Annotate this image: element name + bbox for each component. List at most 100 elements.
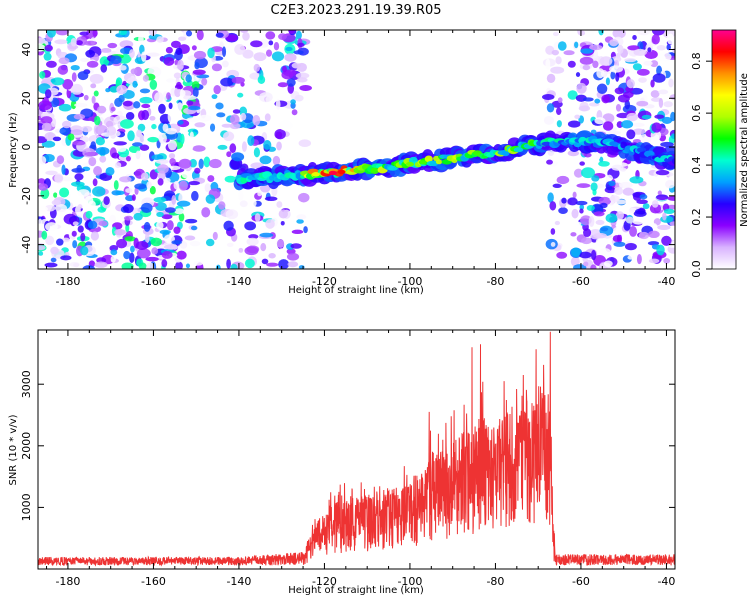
noise-blob xyxy=(286,78,296,87)
x-tick-label: -160 xyxy=(141,275,166,288)
colorbar-tick-label: 0.6 xyxy=(690,104,703,122)
noise-blob xyxy=(173,180,180,190)
noise-blob xyxy=(176,81,182,90)
noise-blob xyxy=(140,51,147,62)
noise-blob xyxy=(57,65,69,75)
noise-blob xyxy=(573,168,584,178)
noise-blob xyxy=(133,101,141,109)
noise-blob xyxy=(164,207,176,213)
noise-blob xyxy=(278,33,287,40)
noise-blob xyxy=(190,225,198,231)
noise-blob xyxy=(207,47,215,59)
noise-blob xyxy=(547,192,554,203)
noise-blob xyxy=(213,85,221,95)
noise-blob xyxy=(125,223,130,233)
noise-blob xyxy=(81,125,93,133)
noise-blob xyxy=(651,200,659,208)
noise-blob xyxy=(254,213,261,222)
noise-blob xyxy=(186,100,194,106)
noise-blob xyxy=(234,44,246,55)
noise-blob xyxy=(53,192,58,198)
noise-blob xyxy=(246,198,257,208)
noise-blob xyxy=(658,89,669,95)
noise-blob xyxy=(253,147,261,158)
noise-blob xyxy=(612,235,622,243)
noise-blob xyxy=(543,115,554,125)
snr-x-axis-label: Height of straight line (km) xyxy=(288,585,424,596)
noise-blob xyxy=(627,255,635,260)
noise-blob xyxy=(140,202,153,214)
noise-blob xyxy=(615,103,622,112)
noise-blob xyxy=(583,152,592,158)
noise-blob xyxy=(579,208,584,214)
y-tick-label: 3000 xyxy=(20,370,33,398)
noise-blob xyxy=(151,247,159,255)
noise-blob xyxy=(71,230,77,237)
noise-blob xyxy=(39,71,46,79)
noise-blob xyxy=(238,190,244,202)
noise-blob xyxy=(166,92,171,100)
noise-blob xyxy=(266,262,279,267)
noise-blob xyxy=(45,170,58,176)
noise-blob xyxy=(632,139,641,144)
noise-blob xyxy=(656,45,666,51)
noise-blob xyxy=(582,64,591,71)
noise-blob xyxy=(550,66,565,74)
noise-blob xyxy=(188,105,201,111)
noise-blob xyxy=(175,47,183,56)
noise-blob xyxy=(109,244,119,252)
noise-blob xyxy=(626,129,636,140)
noise-blob xyxy=(272,155,281,166)
noise-blob xyxy=(77,204,83,210)
noise-blob xyxy=(58,57,70,65)
x-tick-label: -100 xyxy=(397,275,422,288)
noise-blob xyxy=(123,215,134,221)
noise-blob xyxy=(257,75,266,84)
y-tick-label: 20 xyxy=(20,91,33,105)
noise-blob xyxy=(165,78,175,83)
noise-blob xyxy=(82,265,96,269)
noise-blob xyxy=(632,128,646,135)
noise-blob xyxy=(136,129,142,138)
noise-blob xyxy=(139,88,151,94)
noise-blob xyxy=(119,65,127,71)
noise-blob xyxy=(141,103,151,109)
noise-blob xyxy=(241,141,247,152)
noise-blob xyxy=(556,175,570,185)
noise-blob xyxy=(246,237,259,246)
noise-blob xyxy=(174,208,185,215)
noise-blob xyxy=(98,220,108,227)
noise-blob xyxy=(139,144,150,151)
noise-blob xyxy=(192,87,199,98)
noise-blob xyxy=(110,106,116,112)
noise-blob xyxy=(614,187,624,195)
noise-blob xyxy=(39,156,47,165)
x-tick-label: -60 xyxy=(572,275,590,288)
noise-blob xyxy=(80,245,89,256)
noise-blob xyxy=(40,116,53,124)
noise-blob xyxy=(165,127,178,135)
noise-blob xyxy=(220,77,234,87)
noise-blob xyxy=(222,46,227,58)
noise-blob xyxy=(163,56,175,66)
noise-blob xyxy=(575,200,588,206)
noise-blob xyxy=(38,251,44,256)
signal-core xyxy=(240,176,248,184)
noise-blob xyxy=(268,40,274,46)
spectrogram-axes: -180 -160 -140 -120 -100 -80 -60 -40 -40 -20 0 20 40 xyxy=(20,29,676,288)
noise-blob xyxy=(570,256,580,267)
noise-blob xyxy=(198,114,212,122)
noise-blob xyxy=(555,56,562,65)
noise-blob xyxy=(552,31,559,37)
noise-blob xyxy=(169,158,176,166)
noise-blob xyxy=(290,243,302,249)
noise-blob xyxy=(612,30,626,39)
noise-blob xyxy=(73,262,80,268)
noise-blob xyxy=(549,201,557,211)
noise-blob xyxy=(93,90,99,97)
noise-blob xyxy=(291,109,298,116)
noise-blob xyxy=(613,241,626,247)
noise-blob xyxy=(56,155,65,164)
noise-blob xyxy=(244,246,259,256)
noise-blob xyxy=(95,147,110,156)
